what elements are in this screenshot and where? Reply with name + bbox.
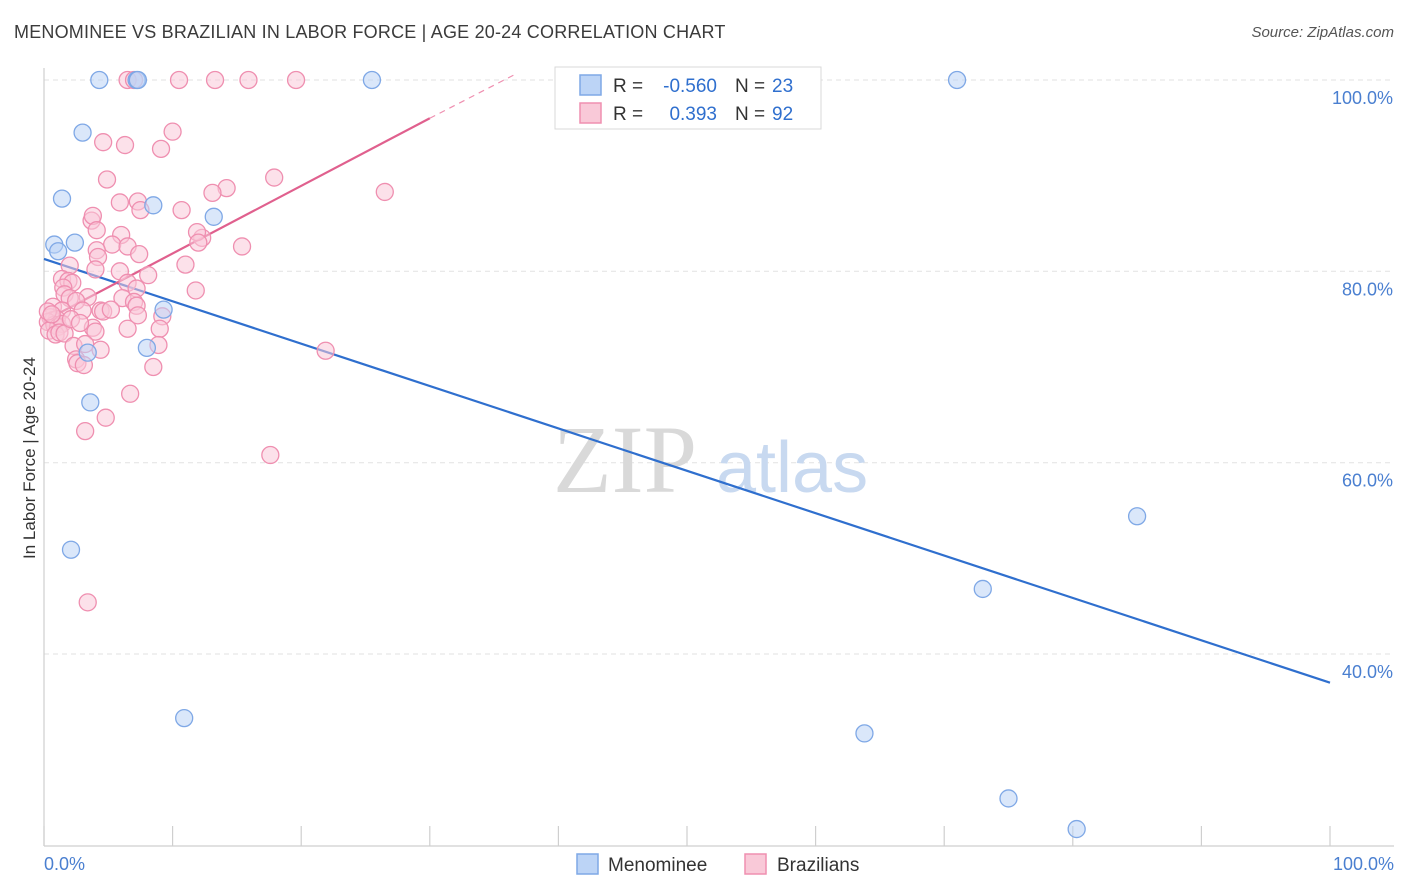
brazilian-trend-extension [429,74,514,119]
legend-n-label-1: N = [735,76,765,97]
brazilian-point-81 [144,357,163,377]
brazilian-point-7 [94,133,113,152]
menominee-point-20 [999,789,1018,808]
x-tick-min: 0.0% [44,854,85,874]
menominee-point-10 [65,233,85,252]
brazilian-point-88 [42,305,61,324]
legend-n-label-2: N = [735,104,765,125]
menominee-point-19 [855,724,874,743]
brazilian-point-29 [130,244,149,264]
brazilian-point-36 [176,255,195,274]
trend-lines [43,74,1331,684]
bottom-legend: Menominee Brazilians [576,853,859,876]
brazilian-point-8 [115,135,135,155]
gridlines [44,79,1394,655]
brazilian-point-12 [203,183,222,203]
brazilian-point-72 [150,319,169,338]
chart-title: MENOMINEE VS BRAZILIAN IN LABOR FORCE | … [14,22,726,42]
menominee-point-4 [73,123,92,142]
bottom-legend-swatch-brazilians [744,853,767,875]
legend-swatch-menominee [579,74,602,96]
menominee-point-18 [973,579,992,599]
brazilian-point-25 [189,233,208,252]
menominee-point-12 [137,338,157,358]
brazilian-trend-line [43,117,431,323]
brazilian-point-63 [128,306,148,325]
y-tick-label-0: 100.0% [1332,88,1393,108]
watermark: ZIP atlas [553,406,868,513]
brazilian-point-6 [163,122,182,141]
y-axis-label: In Labor Force | Age 20-24 [20,357,39,559]
menominee-point-7 [204,207,223,226]
brazilian-point-21 [87,221,106,240]
brazilian-point-5 [286,70,306,90]
brazilian-point-10 [97,170,117,189]
brazilian-point-27 [103,235,122,254]
brazilian-point-83 [96,408,115,427]
bottom-legend-brazilians: Brazilians [777,855,859,876]
menominee-point-0 [90,70,109,90]
menominee-point-6 [144,196,163,215]
menominee-point-13 [78,343,97,362]
brazilian-point-35 [139,266,158,285]
menominee-point-14 [81,393,100,412]
legend-r-label-1: R = [613,76,643,97]
watermark-atlas: atlas [716,428,868,508]
brazilian-point-13 [265,168,284,187]
y-tick-label-3: 40.0% [1342,662,1393,682]
brazilian-point-70 [86,322,105,341]
brazilian-point-86 [78,593,97,612]
menominee-point-16 [175,708,194,728]
legend-r-label-2: R = [613,104,643,125]
brazilian-point-82 [121,384,140,403]
brazilian-point-3 [205,70,225,90]
menominee-point-11 [154,300,173,319]
brazilian-point-14 [375,182,394,202]
y-tick-label-1: 80.0% [1342,279,1393,299]
menominee-point-22 [128,70,148,90]
source-label: Source: ZipAtlas.com [1251,24,1394,41]
y-tick-labels: 100.0% 80.0% 60.0% 40.0% [1332,88,1393,682]
x-tick-max: 100.0% [1333,854,1394,874]
brazilian-point-43 [186,281,205,300]
legend-swatch-brazilians [579,102,602,124]
menominee-point-9 [48,242,68,261]
brazilian-point-26 [232,237,252,256]
brazilian-point-91 [70,313,90,333]
brazilian-point-85 [261,445,280,465]
menominee-point-17 [1127,507,1147,526]
brazilian-point-2 [169,70,189,90]
watermark-zip: ZIP [553,406,697,513]
legend-n-value-1: 23 [772,76,793,97]
brazilian-point-33 [86,260,105,279]
legend: R = -0.560 N = 23 R = 0.393 N = 92 [554,66,822,130]
brazilian-point-9 [151,139,171,159]
brazilian-point-18 [172,200,191,220]
bottom-legend-swatch-menominee [576,853,599,875]
y-tick-label-2: 60.0% [1342,471,1393,491]
bottom-legend-menominee: Menominee [608,855,707,876]
menominee-point-5 [52,189,72,208]
legend-r-value-2: 0.393 [669,104,717,125]
menominee-point-3 [947,70,967,90]
data-points [38,70,1147,839]
legend-r-value-1: -0.560 [663,76,717,97]
menominee-trend-line [43,257,1331,684]
menominee-point-15 [61,540,81,559]
menominee-point-2 [362,70,382,90]
brazilian-point-90 [101,300,121,319]
brazilian-point-71 [118,319,137,338]
menominee-point-21 [1067,819,1086,839]
brazilian-point-84 [76,421,95,441]
brazilian-point-77 [316,341,335,360]
brazilian-point-4 [239,70,258,90]
brazilian-point-15 [110,193,130,212]
legend-n-value-2: 92 [772,104,793,125]
